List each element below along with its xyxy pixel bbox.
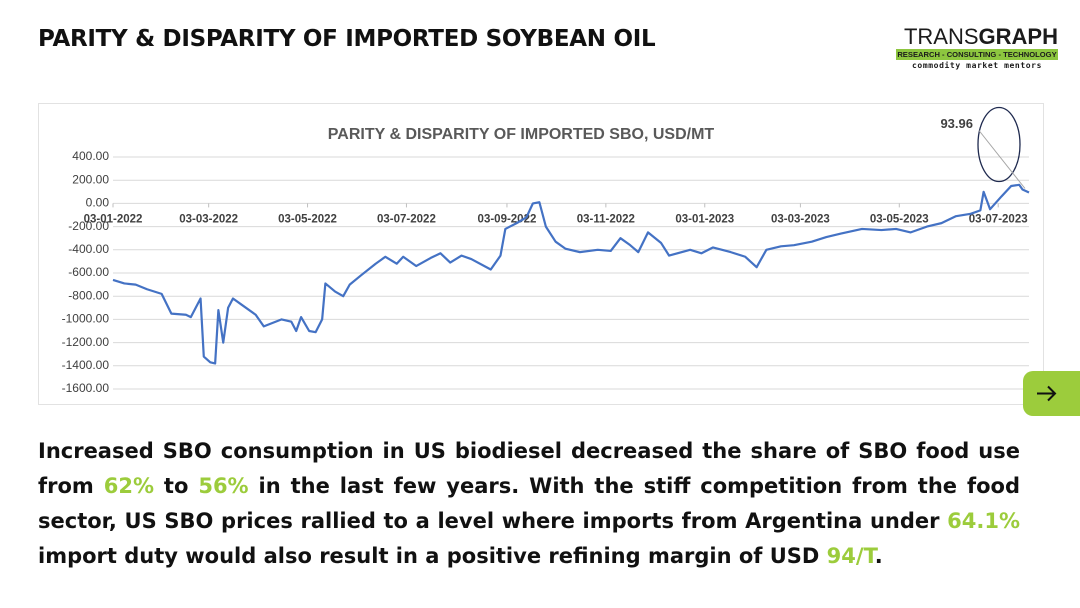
arrow-icon	[1037, 385, 1057, 402]
logo: TRANSGRAPH RESEARCH - CONSULTING - TECHN…	[896, 26, 1058, 70]
x-tick-label: 03-11-2022	[577, 213, 635, 225]
x-tick-label: 03-01-2022	[84, 213, 143, 225]
y-tick-label: -600.00	[68, 265, 109, 279]
logo-slogan: commodity market mentors	[912, 61, 1042, 70]
y-tick-label: -800.00	[68, 288, 109, 302]
y-tick-label: -1200.00	[62, 335, 110, 349]
paragraph-segment: .	[874, 544, 883, 568]
label-leader	[978, 130, 1026, 189]
data-label: 93.96	[940, 116, 973, 131]
series-line	[112, 183, 1030, 365]
page-title: PARITY & DISPARITY OF IMPORTED SOYBEAN O…	[38, 26, 656, 52]
paragraph-segment: import duty would also result in a posit…	[38, 509, 1028, 568]
chart-title: PARITY & DISPARITY OF IMPORTED SBO, USD/…	[328, 126, 715, 143]
logo-brand-light: TRANS	[903, 24, 979, 49]
highlight-ellipse	[977, 106, 1021, 183]
arrow-head	[1047, 385, 1057, 402]
paragraph-segment: to	[154, 474, 199, 498]
y-tick-label: 200.00	[72, 172, 109, 186]
y-tick-label: 0.00	[86, 196, 110, 210]
x-tick-label: 03-09-2022	[478, 213, 537, 225]
chart-box: PARITY & DISPARITY OF IMPORTED SBO, USD/…	[38, 103, 1044, 405]
y-tick-label: -1600.00	[62, 381, 110, 395]
y-tick-label: -400.00	[68, 242, 109, 256]
x-tick-label: 03-05-2023	[870, 213, 929, 225]
x-tick-label: 03-03-2022	[179, 213, 238, 225]
paragraph-segment: 94/T	[826, 544, 875, 568]
y-tick-label: -200.00	[68, 219, 109, 233]
next-button[interactable]	[1023, 371, 1080, 416]
logo-tagline: RESEARCH - CONSULTING - TECHNOLOGY	[896, 49, 1058, 60]
x-tick-label: 03-01-2023	[675, 213, 734, 225]
logo-brand-bold: GRAPH	[978, 24, 1058, 49]
paragraph-segment: Increased SBO consumption in US biodiese…	[38, 439, 1028, 498]
y-tick-label: -1400.00	[62, 358, 110, 372]
x-tick-label: 03-07-2022	[377, 213, 436, 225]
y-tick-label: -1000.00	[62, 312, 110, 326]
x-tick-label: 03-07-2023	[969, 213, 1028, 225]
paragraph: Increased SBO consumption in US biodiese…	[38, 434, 1020, 574]
paragraph-segment: 62%	[103, 474, 154, 498]
paragraph-segment: 64.1%	[947, 509, 1020, 533]
paragraph-segment: in the last few years. With the stiff co…	[38, 474, 1028, 533]
y-tick-label: 400.00	[72, 149, 109, 163]
logo-brand: TRANSGRAPH	[896, 26, 1058, 48]
x-tick-label: 03-05-2022	[278, 213, 337, 225]
x-tick-label: 03-03-2023	[771, 213, 830, 225]
chart: PARITY & DISPARITY OF IMPORTED SBO, USD/…	[62, 106, 1030, 395]
paragraph-segment: 56%	[198, 474, 249, 498]
